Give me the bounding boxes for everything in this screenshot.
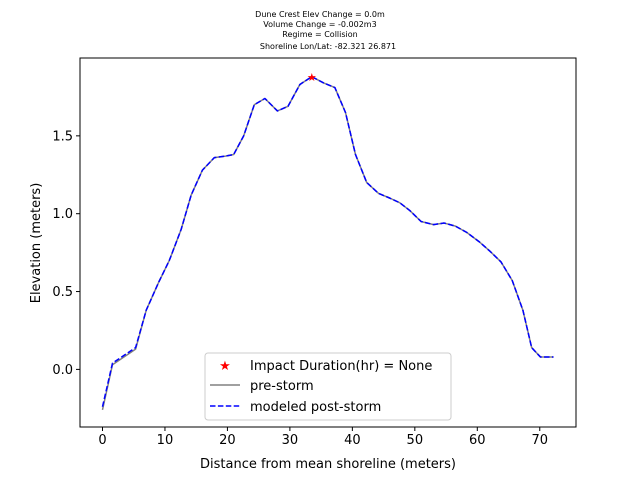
title-line-crest: Dune Crest Elev Change = 0.0m (255, 10, 385, 19)
x-tick-label: 50 (407, 433, 424, 448)
y-tick-label: 1.5 (52, 129, 73, 144)
y-axis-ticks: 0.0 0.5 1.0 1.5 (52, 129, 80, 378)
legend-label-pre-storm: pre-storm (250, 379, 314, 394)
x-tick-label: 40 (344, 433, 361, 448)
legend-label-post-storm: modeled post-storm (250, 400, 381, 415)
series-line-post-storm (101, 75, 554, 407)
title-line-shoreline: Shoreline Lon/Lat: -82.321 26.871 (260, 42, 396, 51)
x-tick-label: 60 (469, 433, 486, 448)
x-tick-label: 10 (157, 433, 174, 448)
y-tick-label: 0.0 (52, 363, 73, 378)
y-axis-label: Elevation (meters) (29, 183, 44, 304)
y-tick-label: 0.5 (52, 285, 73, 300)
plot-area: ★ (101, 71, 554, 411)
legend: ★ Impact Duration(hr) = None pre-storm m… (204, 352, 452, 421)
x-axis-ticks: 0 10 20 30 40 50 60 70 (98, 427, 548, 448)
plot-frame (79, 57, 577, 428)
x-tick-label: 0 (98, 433, 106, 448)
x-tick-label: 70 (531, 433, 548, 448)
title-line-volume: Volume Change = -0.002m3 (263, 20, 376, 29)
x-axis-label: Distance from mean shoreline (meters) (200, 457, 456, 472)
legend-box (204, 352, 452, 421)
title-line-regime: Regime = Collision (282, 30, 357, 39)
legend-label-impact: Impact Duration(hr) = None (250, 359, 432, 374)
legend-star-marker: ★ (219, 359, 231, 374)
y-tick-label: 1.0 (52, 207, 73, 222)
x-tick-label: 20 (219, 433, 236, 448)
dune-crest-marker: ★ (307, 71, 317, 84)
x-tick-label: 30 (282, 433, 299, 448)
chart-title: Dune Crest Elev Change = 0.0m Volume Cha… (255, 10, 396, 51)
